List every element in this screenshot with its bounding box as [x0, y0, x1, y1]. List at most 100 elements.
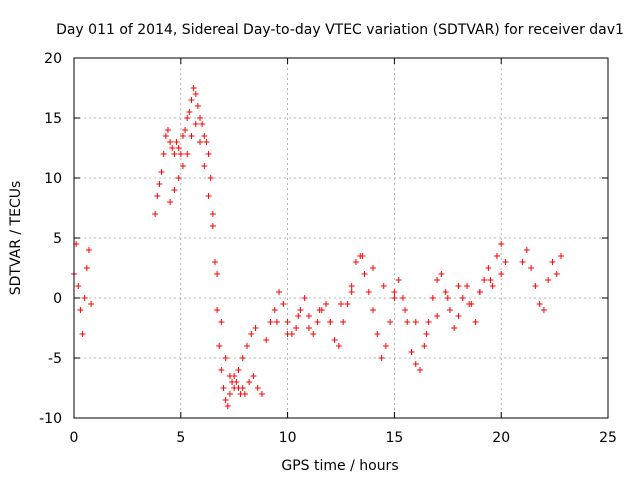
data-point [190, 85, 197, 91]
data-point [455, 283, 462, 289]
data-point [171, 187, 178, 193]
x-tick-label: 5 [176, 430, 185, 446]
data-point [344, 301, 351, 307]
data-point [380, 283, 387, 289]
data-point [246, 379, 253, 385]
data-point [218, 319, 225, 325]
data-point [263, 337, 270, 343]
data-point [252, 325, 259, 331]
data-point [85, 247, 92, 253]
data-point [348, 289, 355, 295]
plot-frame [73, 57, 609, 419]
y-tick-label: 20 [44, 51, 62, 67]
data-point [359, 253, 366, 259]
data-point [391, 295, 398, 301]
data-point [295, 313, 302, 319]
data-point [192, 91, 199, 97]
data-point [412, 319, 419, 325]
data-points [71, 85, 565, 409]
data-point [220, 385, 227, 391]
data-point [205, 151, 212, 157]
data-point [528, 265, 535, 271]
data-point [258, 391, 265, 397]
data-point [177, 151, 184, 157]
data-point [179, 163, 186, 169]
data-point [207, 175, 214, 181]
data-point [472, 319, 479, 325]
data-point [489, 283, 496, 289]
data-point [167, 139, 174, 145]
data-point [532, 283, 539, 289]
data-point [429, 295, 436, 301]
axis-ticks: 0 5 10 15 20 25 -10 -5 0 5 10 15 20 [39, 51, 617, 446]
data-point [267, 319, 274, 325]
x-tick-label: 0 [70, 430, 79, 446]
y-tick-label: 0 [53, 291, 62, 307]
data-point [498, 271, 505, 277]
data-point [402, 307, 409, 313]
data-point [154, 193, 161, 199]
chart-title: Day 011 of 2014, Sidereal Day-to-day VTE… [56, 22, 624, 38]
data-point [222, 355, 229, 361]
data-point [188, 97, 195, 103]
data-point [156, 181, 163, 187]
data-point [197, 115, 204, 121]
x-axis-label: GPS time / hours [281, 458, 398, 474]
data-point [184, 115, 191, 121]
data-point [222, 397, 229, 403]
data-point [331, 337, 338, 343]
data-point [442, 289, 449, 295]
data-point [192, 121, 199, 127]
data-point [162, 133, 169, 139]
data-point [378, 355, 385, 361]
data-point [226, 391, 233, 397]
data-point [250, 373, 257, 379]
data-point [412, 361, 419, 367]
data-point [327, 319, 334, 325]
data-point [301, 295, 308, 301]
data-point [239, 385, 246, 391]
data-point [464, 283, 471, 289]
data-point [382, 343, 389, 349]
data-point [549, 259, 556, 265]
data-point [276, 289, 283, 295]
data-point [79, 331, 86, 337]
data-point [297, 307, 304, 313]
y-tick-label: 10 [44, 171, 62, 187]
data-point [214, 307, 221, 313]
data-point [235, 367, 242, 373]
data-point [438, 271, 445, 277]
data-point [284, 331, 291, 337]
data-point [88, 301, 95, 307]
data-point [280, 301, 287, 307]
data-point [211, 259, 218, 265]
data-point [160, 151, 167, 157]
data-point [194, 103, 201, 109]
data-point [273, 319, 280, 325]
data-point [455, 313, 462, 319]
data-point [404, 319, 411, 325]
data-point [241, 391, 248, 397]
data-point [75, 283, 82, 289]
data-point [305, 313, 312, 319]
data-point [451, 325, 458, 331]
data-point [444, 295, 451, 301]
grid [74, 58, 608, 418]
data-point [408, 349, 415, 355]
data-point [348, 283, 355, 289]
data-point [466, 301, 473, 307]
data-point [83, 265, 90, 271]
data-point [244, 343, 251, 349]
data-point [323, 301, 330, 307]
y-tick-label: -5 [48, 351, 62, 367]
data-point [487, 277, 494, 283]
data-point [152, 211, 159, 217]
data-point [387, 319, 394, 325]
data-point [485, 265, 492, 271]
data-point [370, 265, 377, 271]
data-point [216, 343, 223, 349]
data-point [498, 241, 505, 247]
x-tick-label: 20 [492, 430, 510, 446]
